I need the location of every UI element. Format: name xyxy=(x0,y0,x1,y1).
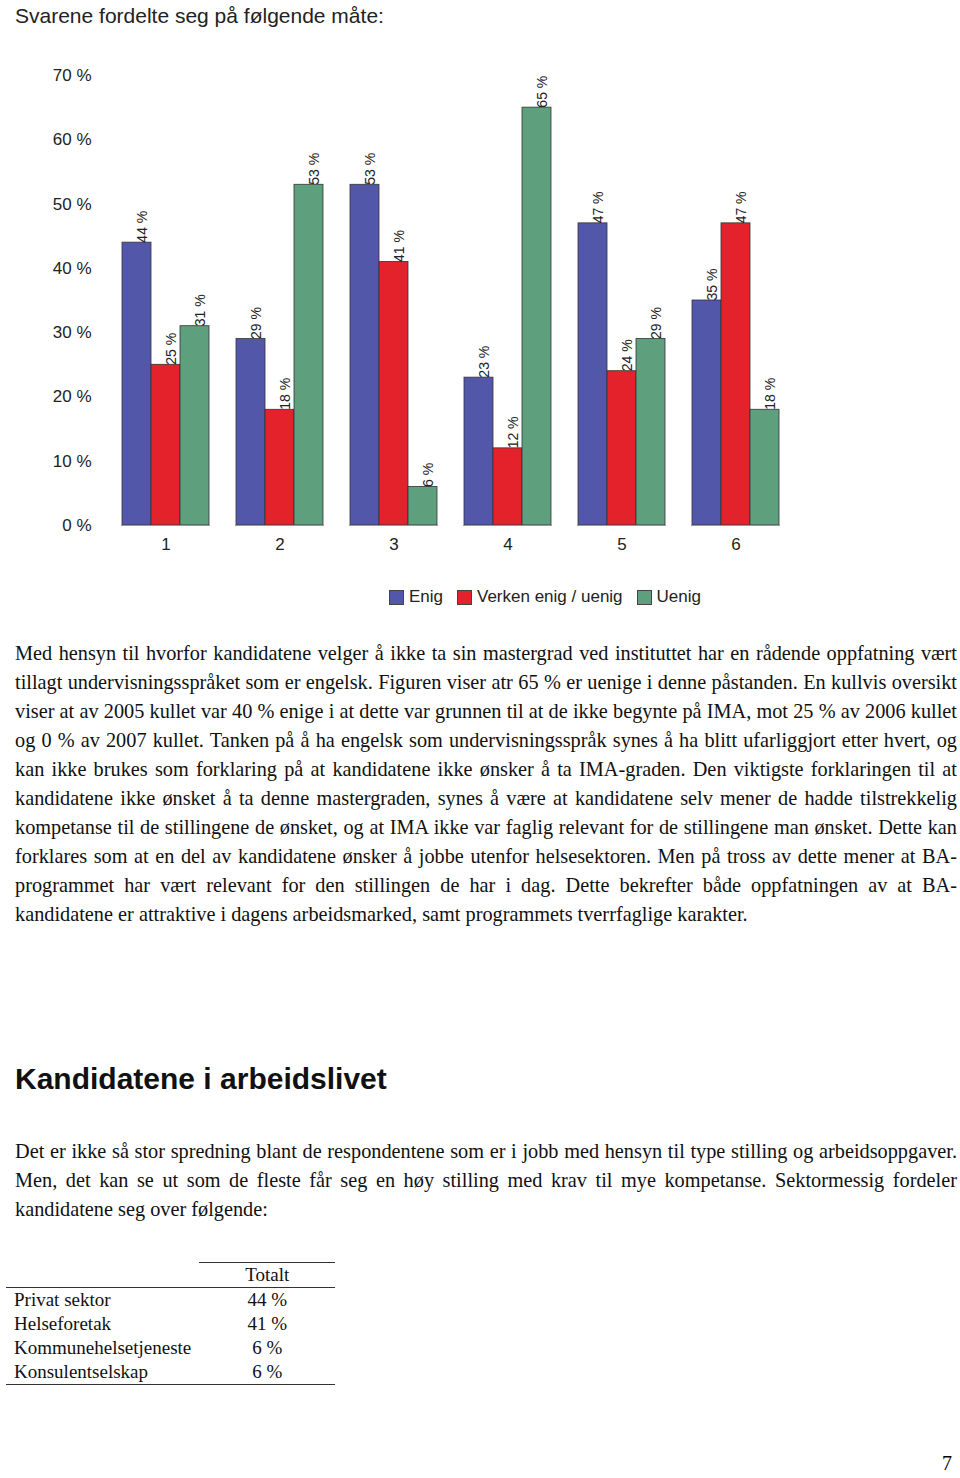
html-text:Kommunehelsetjeneste: Kommunehelsetjeneste xyxy=(14,1337,192,1358)
svg-text:24 %: 24 % xyxy=(619,339,635,371)
svg-text:12 %: 12 % xyxy=(505,416,521,448)
svg-text:6: 6 xyxy=(731,535,740,554)
html-text:Enig: Enig xyxy=(409,587,443,606)
svg-text:53 %: 53 % xyxy=(362,153,378,185)
svg-text:2: 2 xyxy=(275,535,284,554)
svg-text:1: 1 xyxy=(161,535,170,554)
html-text:6 %: 6 % xyxy=(252,1337,283,1358)
svg-text:18 %: 18 % xyxy=(762,378,778,410)
svg-text:25 %: 25 % xyxy=(163,333,179,365)
svg-text:53 %: 53 % xyxy=(306,153,322,185)
html-text:Uenig: Uenig xyxy=(656,587,701,606)
svg-text:47 %: 47 % xyxy=(733,191,749,223)
svg-text:6 %: 6 % xyxy=(420,463,436,487)
html-text:Privat sektor: Privat sektor xyxy=(14,1289,111,1310)
svg-text:44 %: 44 % xyxy=(134,211,150,243)
svg-text:65 %: 65 % xyxy=(534,76,550,108)
svg-text:30 %: 30 % xyxy=(53,323,92,342)
html-text:41 %: 41 % xyxy=(247,1313,288,1334)
html-text:Kandidatene i arbeidslivet: Kandidatene i arbeidslivet xyxy=(15,1062,387,1095)
svg-text:23 %: 23 % xyxy=(476,346,492,378)
svg-text:29 %: 29 % xyxy=(248,307,264,339)
svg-text:18 %: 18 % xyxy=(277,378,293,410)
svg-text:41 %: 41 % xyxy=(391,230,407,262)
svg-text:10 %: 10 % xyxy=(53,452,92,471)
svg-text:0 %: 0 % xyxy=(62,516,91,535)
html-text:Totalt: Totalt xyxy=(245,1264,290,1285)
svg-text:40 %: 40 % xyxy=(53,259,92,278)
svg-text:20 %: 20 % xyxy=(53,387,92,406)
svg-text:29 %: 29 % xyxy=(648,307,664,339)
svg-text:60 %: 60 % xyxy=(53,130,92,149)
html-text:6 %: 6 % xyxy=(252,1361,283,1382)
svg-text:3: 3 xyxy=(389,535,398,554)
html-text:Svarene fordelte seg på følgen: Svarene fordelte seg på følgende måte: xyxy=(15,4,384,27)
svg-text:35 %: 35 % xyxy=(704,269,720,301)
html-text:Helseforetak: Helseforetak xyxy=(14,1313,112,1334)
html-text:Verken enig / uenig: Verken enig / uenig xyxy=(477,587,623,606)
html-text:44 %: 44 % xyxy=(247,1289,288,1310)
svg-text:47 %: 47 % xyxy=(590,191,606,223)
html-text:Konsulentselskap: Konsulentselskap xyxy=(14,1361,148,1382)
svg-text:50 %: 50 % xyxy=(53,195,92,214)
html-text:Det er ikke så stor spredning: Det er ikke så stor spredning blant de r… xyxy=(15,1140,957,1220)
html-text:Med hensyn til hvorfor kandida: Med hensyn til hvorfor kandidatene velge… xyxy=(15,642,957,925)
svg-text:70 %: 70 % xyxy=(53,66,92,85)
svg-text:4: 4 xyxy=(503,535,512,554)
svg-text:5: 5 xyxy=(617,535,626,554)
svg-text:31 %: 31 % xyxy=(192,294,208,326)
html-text:7: 7 xyxy=(942,1452,952,1474)
